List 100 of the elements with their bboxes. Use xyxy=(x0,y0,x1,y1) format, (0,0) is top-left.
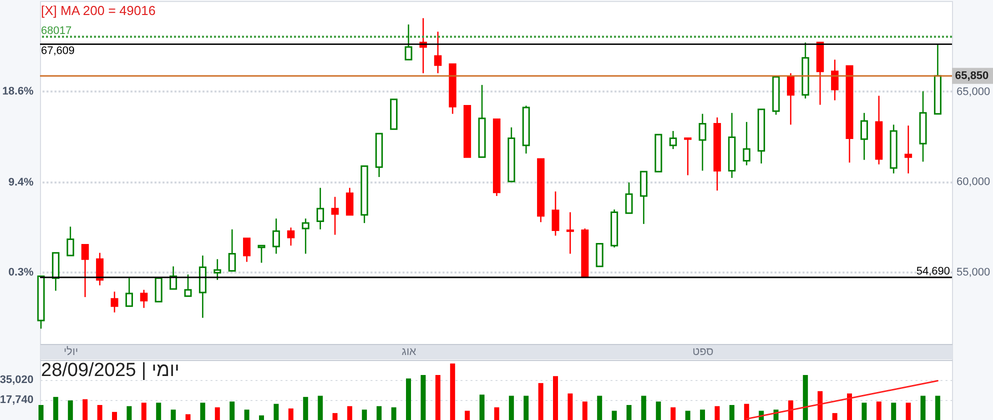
bar xyxy=(818,391,823,420)
bar xyxy=(538,383,544,420)
candlestick xyxy=(404,24,412,60)
bar xyxy=(450,363,456,420)
bar xyxy=(685,410,690,420)
bar xyxy=(480,394,484,420)
candlestick xyxy=(214,258,222,281)
x-tick-label: יולי xyxy=(64,346,78,358)
bar xyxy=(582,402,588,420)
candlestick xyxy=(170,266,178,290)
bar xyxy=(597,396,602,420)
candlestick xyxy=(698,113,706,172)
bar xyxy=(876,402,882,420)
bar xyxy=(244,410,250,420)
y2-tick-label: 0.3% xyxy=(8,266,34,278)
bar xyxy=(641,396,646,420)
x-tick-label: אוג xyxy=(402,346,416,358)
y-tick-label: 60,000 xyxy=(956,176,990,188)
bar xyxy=(553,376,558,420)
candlestick xyxy=(742,121,750,166)
bar xyxy=(68,400,73,420)
candlestick xyxy=(625,182,633,214)
bar xyxy=(318,396,323,420)
bar xyxy=(891,402,896,420)
candlestick xyxy=(140,289,148,309)
candlestick xyxy=(243,238,251,263)
bar xyxy=(230,402,235,420)
bar xyxy=(82,399,88,420)
bar xyxy=(274,404,279,420)
bar xyxy=(288,408,294,420)
ref-line-label: 68017 xyxy=(41,24,72,37)
bar xyxy=(626,405,632,420)
candlestick xyxy=(258,244,266,264)
ref-line-label: 67,609 xyxy=(41,45,75,58)
bar xyxy=(832,413,838,420)
bar xyxy=(38,405,44,420)
bar xyxy=(847,393,852,420)
candlestick xyxy=(860,112,868,161)
y2-tick-label: 9.4% xyxy=(8,176,34,188)
candlestick xyxy=(184,274,192,297)
bar xyxy=(935,396,940,420)
candlestick xyxy=(346,187,354,216)
bar xyxy=(200,402,206,420)
candlestick xyxy=(552,190,560,236)
candlestick xyxy=(228,228,236,272)
bar xyxy=(612,410,617,420)
bar xyxy=(185,414,190,420)
bar xyxy=(347,406,352,420)
candlestick xyxy=(831,59,839,101)
bar xyxy=(156,402,162,420)
bar xyxy=(494,407,500,420)
bar xyxy=(391,407,396,420)
y-tick-label: 55,000 xyxy=(956,266,990,278)
candlestick xyxy=(596,243,604,268)
bar xyxy=(729,405,734,420)
y-tick-label: 35,020 xyxy=(0,374,34,386)
bar xyxy=(700,410,705,420)
bar xyxy=(214,407,220,420)
candlestick xyxy=(96,252,104,286)
bar xyxy=(97,405,102,420)
bar xyxy=(303,396,308,420)
candlestick xyxy=(154,277,162,302)
bar xyxy=(435,375,440,420)
bar xyxy=(112,412,117,420)
candlestick xyxy=(272,218,280,254)
bar xyxy=(744,404,750,420)
bar xyxy=(524,396,529,420)
bar xyxy=(862,402,867,420)
bar xyxy=(714,406,720,420)
bar xyxy=(406,378,411,420)
candlestick xyxy=(331,196,339,236)
ref-line-label: 54,690 xyxy=(916,265,950,278)
candlestick xyxy=(904,124,912,174)
bar xyxy=(568,393,573,420)
candlestick xyxy=(302,218,310,254)
bar xyxy=(170,410,176,420)
bar xyxy=(464,410,470,420)
bar xyxy=(420,375,426,420)
bar xyxy=(126,406,132,420)
bar xyxy=(258,415,264,420)
annotation: יומי | 28/09/2025 xyxy=(41,360,180,381)
bar xyxy=(656,402,661,420)
y-tick-label: 65,000 xyxy=(956,86,990,98)
bar xyxy=(670,407,676,420)
candlestick xyxy=(125,277,133,307)
candlestick xyxy=(110,290,118,314)
x-tick-label: ספט xyxy=(692,346,714,358)
bar xyxy=(53,396,58,420)
bar xyxy=(802,375,808,420)
bar xyxy=(906,402,911,420)
bar xyxy=(362,410,367,420)
candlestick xyxy=(287,226,295,246)
candlestick xyxy=(669,130,677,150)
bar xyxy=(141,402,146,420)
y-tick-label: 17,740 xyxy=(0,394,34,406)
candlestick xyxy=(684,137,692,176)
candlestick xyxy=(316,187,324,230)
bar xyxy=(508,396,514,420)
ref-line-label: 65,850 xyxy=(955,70,989,82)
bar xyxy=(788,400,794,420)
